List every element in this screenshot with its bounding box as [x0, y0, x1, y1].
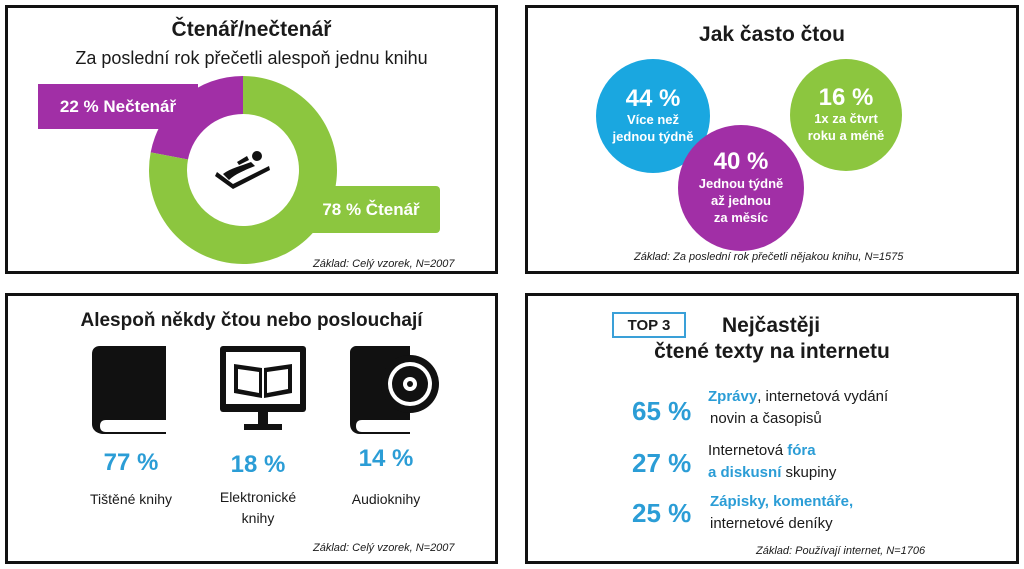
item-pct: 18 %	[230, 451, 286, 478]
item-pct: 77 %	[103, 449, 159, 476]
row-text-part: skupiny	[781, 463, 837, 481]
bubble-pct: 16 %	[818, 83, 874, 111]
row-highlight: a diskusní	[708, 463, 782, 481]
bubble-weekly-to-monthly: 40 % Jednou týdně až jednou za měsíc	[678, 125, 804, 251]
panel-reading-frequency: Jak často čtou 44 % Více než jednou týdn…	[525, 5, 1019, 274]
base-note: Základ: Používají internet, N=1706	[756, 545, 926, 557]
item-caption-line: Elektronické	[219, 489, 297, 505]
item-caption: Audioknihy	[316, 489, 456, 510]
item-caption-line: Tištěné knihy	[90, 491, 172, 507]
row-text: Internetová fóra a diskusní skupiny	[708, 440, 836, 484]
row-pct: 27 %	[632, 448, 692, 478]
panel-title: Alespoň někdy čtou nebo poslouchají	[80, 310, 423, 331]
panel-reader-nonreader: Čtenář/nečtenář Za poslední rok přečetli…	[5, 5, 498, 274]
panel-read-or-listen: Alespoň někdy čtou nebo poslouchají 77 %…	[5, 293, 498, 564]
row-highlight: Zprávy	[708, 388, 758, 405]
row-text: Zápisky, komentáře, internetové deníky	[710, 491, 853, 535]
bubble-desc-line: roku a méně	[807, 128, 885, 144]
bubble-quarterly-or-less: 16 % 1x za čtvrt roku a méně	[790, 59, 902, 171]
printed-book-icon	[92, 346, 166, 434]
bubble-desc-line: Více než	[626, 112, 680, 128]
row-text-line: novin a časopisů	[710, 409, 822, 427]
item-pct: 14 %	[358, 445, 414, 472]
bubble-desc-line: Jednou týdně	[698, 175, 784, 191]
bubble-more-than-weekly: 44 % Více než jednou týdně	[596, 59, 710, 173]
row-pct: 25 %	[632, 498, 692, 528]
panel-top3-internet-texts: TOP 3 Nejčastěji čtené texty na internet…	[525, 293, 1019, 564]
panel-title-line: čtené texty na internetu	[654, 340, 890, 363]
bubble-desc-line: za měsíc	[713, 209, 769, 225]
top3-badge: TOP 3	[612, 312, 686, 338]
row-highlight: Zápisky, komentáře,	[710, 493, 854, 510]
bubble-desc-line: až jednou	[711, 192, 771, 208]
row-pct: 65 %	[632, 396, 692, 426]
row-text-part: Internetová	[708, 442, 788, 459]
item-caption-line: Audioknihy	[351, 491, 421, 507]
panel-title: Čtenář/nečtenář	[171, 18, 332, 41]
item-caption: Tištěné knihy	[61, 489, 201, 510]
row-text-part: , internetová vydání	[757, 388, 889, 405]
bubble-pct: 40 %	[713, 148, 769, 176]
bubble-pct: 44 %	[625, 84, 681, 112]
bubble-desc-line: jednou týdně	[612, 129, 694, 145]
donut-chart	[149, 76, 337, 264]
row-text-line: internetové deníky	[710, 514, 833, 532]
row-text: Zprávy, internetová vydání novin a časop…	[708, 386, 888, 430]
panel-title: Jak často čtou	[699, 23, 845, 46]
nonreader-label: 22 % Nečtenář	[38, 84, 198, 129]
panel-subtitle: Za poslední rok přečetli alespoň jednu k…	[75, 48, 428, 68]
panel-title-line: Nejčastěji	[722, 314, 821, 337]
ebook-monitor-icon	[220, 346, 306, 430]
base-note: Základ: Za poslední rok přečetli nějakou…	[634, 251, 904, 263]
item-caption: Elektronické knihy	[188, 487, 328, 529]
base-note: Základ: Celý vzorek, N=2007	[313, 258, 455, 270]
reader-label: 78 % Čtenář	[302, 186, 440, 233]
donut-slice-čtenář	[149, 76, 337, 264]
reader-reclining-icon	[209, 136, 277, 204]
base-note: Základ: Celý vzorek, N=2007	[313, 542, 455, 554]
item-caption-line: knihy	[241, 510, 275, 526]
audiobook-cd-icon	[350, 346, 439, 434]
bubble-desc-line: 1x za čtvrt	[814, 111, 878, 127]
row-highlight: fóra	[787, 442, 816, 459]
